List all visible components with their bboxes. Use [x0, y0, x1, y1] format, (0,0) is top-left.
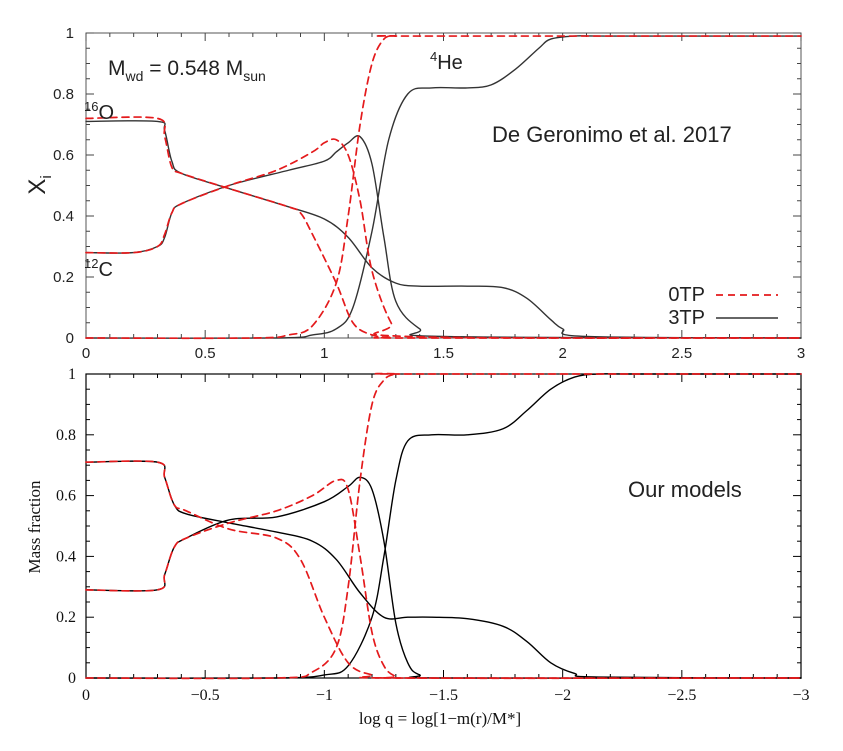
top-x-tick-label: 0.5: [195, 345, 216, 362]
top-series-c12-0tp: [85, 138, 802, 339]
bottom-x-tick-label: −0.5: [191, 687, 220, 704]
bottom-x-tick-label: 0: [82, 687, 90, 704]
legend-label-0tp: 0TP: [668, 284, 705, 306]
top-x-tick-label: 3: [797, 345, 805, 362]
top-species-c12: 12C: [84, 256, 113, 281]
top-y-tick-label: 0: [66, 330, 74, 347]
bottom-series-c12-0tp: [85, 478, 802, 679]
top-y-tick-label: 1: [66, 25, 74, 42]
top-series-group: [85, 34, 802, 340]
top-x-tick-label: 1.5: [433, 345, 454, 362]
bottom-y-tick-label: 0.6: [56, 488, 76, 505]
top-series-o16-3tp: [85, 120, 802, 339]
top-x-tick-label: 0: [82, 345, 90, 362]
bottom-ticks: 0 −0.5 −1 −1.5 −2 −2.5 −3 0 0.2 0.4 0.6 0.8 1: [56, 366, 810, 704]
bottom-y-tick-label: 0.2: [56, 609, 76, 626]
top-y-tick-label: 0.4: [53, 208, 74, 225]
top-series-c12-3tp: [85, 135, 802, 339]
bottom-x-tick-label: −1.5: [429, 687, 458, 704]
top-series-o16-0tp: [85, 116, 802, 339]
top-series-he4-3tp: [85, 35, 802, 339]
top-species-he4: 4He: [430, 49, 463, 74]
bottom-series-he4-0tp: [85, 372, 802, 680]
bottom-x-tick-label: −2.5: [667, 687, 696, 704]
bottom-series-c12-3tp: [85, 476, 802, 679]
top-ticks: 0 0.5 1 1.5 2 2.5 3 0 0.2 0.4 0.6 0.8 1: [53, 25, 805, 362]
bottom-plot-frame: [85, 373, 802, 679]
bottom-x-axis-label: log q = log[1−m(r)/M*]: [359, 709, 521, 728]
top-mass-label: Mwd = 0.548 Msun: [108, 57, 266, 84]
bottom-y-tick-label: 0: [68, 670, 76, 687]
top-panel: 0 0.5 1 1.5 2 2.5 3 0 0.2 0.4 0.6 0.8 1 Mwd = 0.548 …: [24, 25, 805, 362]
top-source-label: De Geronimo et al. 2017: [492, 122, 732, 147]
top-x-tick-label: 1: [320, 345, 328, 362]
bottom-y-tick-label: 0.4: [56, 548, 76, 565]
top-x-tick-label: 2.5: [671, 345, 692, 362]
top-series-he4-0tp: [85, 34, 802, 340]
bottom-x-tick-label: −1: [316, 687, 333, 704]
bottom-panel: 0 −0.5 −1 −1.5 −2 −2.5 −3 0 0.2 0.4 0.6 0.8 1 Our mo…: [25, 366, 810, 728]
top-y-tick-label: 0.2: [53, 269, 74, 286]
top-legend: 0TP 3TP: [668, 284, 778, 329]
legend-label-3tp: 3TP: [668, 307, 705, 329]
top-y-tick-label: 0.6: [53, 147, 74, 164]
bottom-y-axis-label: Mass fraction: [25, 480, 44, 574]
top-x-tick-label: 2: [558, 345, 566, 362]
top-y-axis-label: Xi: [24, 175, 55, 194]
bottom-x-tick-label: −3: [792, 687, 809, 704]
top-y-tick-label: 0.8: [53, 86, 74, 103]
bottom-source-label: Our models: [628, 477, 742, 502]
top-species-o16: 16O: [84, 99, 114, 124]
bottom-x-tick-label: −2: [554, 687, 571, 704]
top-plot-frame: [85, 32, 802, 339]
bottom-y-tick-label: 0.8: [56, 427, 76, 444]
bottom-series-group: [85, 372, 802, 680]
bottom-y-tick-label: 1: [68, 366, 76, 383]
